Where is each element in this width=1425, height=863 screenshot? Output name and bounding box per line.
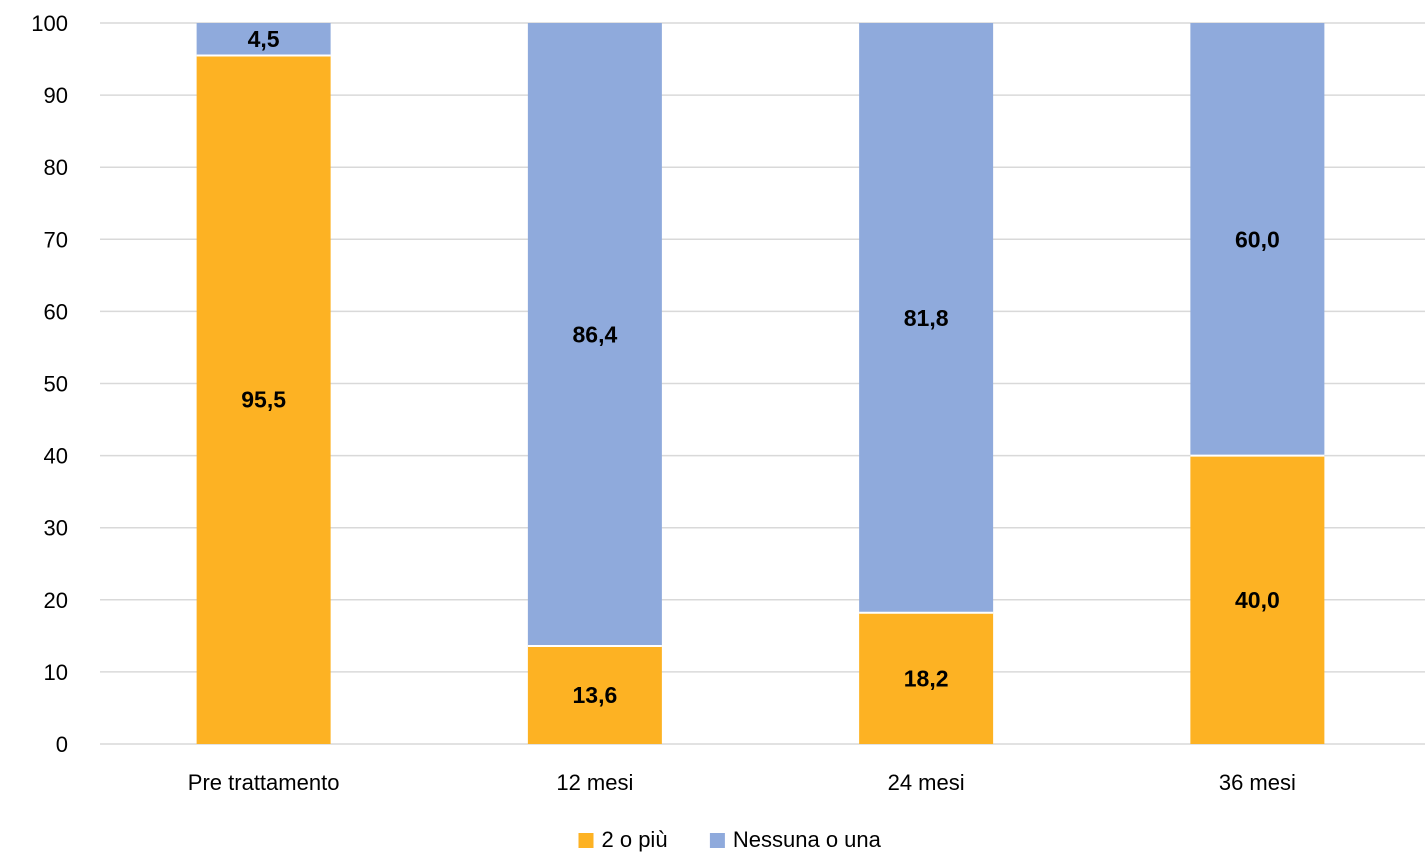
y-tick-label: 0 [56,732,68,757]
bar-segment[interactable] [1190,23,1325,456]
data-label: 4,5 [248,26,280,52]
data-label: 95,5 [241,387,286,413]
y-tick-label: 20 [44,588,68,613]
bar-segment[interactable] [196,23,331,56]
bar-segment[interactable] [859,612,994,744]
y-tick-label: 60 [44,299,68,324]
y-tick-label: 90 [44,83,68,108]
x-tick-label: 24 mesi [888,770,965,795]
y-tick-label: 80 [44,155,68,180]
y-tick-label: 40 [44,444,68,469]
data-label: 13,6 [572,682,617,708]
legend-label: Nessuna o una [733,827,882,852]
bar-segment[interactable] [527,645,662,744]
legend-swatch [578,833,594,848]
bar-segment[interactable] [859,23,994,613]
y-tick-label: 70 [44,227,68,252]
data-labels: 95,5 4,5 13,6 86,4 18,2 81,8 40,0 60,0 [241,26,1280,708]
data-label: 60,0 [1235,226,1280,252]
legend-swatch [709,833,725,848]
x-axis: Pre trattamento 12 mesi 24 mesi 36 mesi [188,770,1296,795]
bar-segment[interactable] [196,55,331,744]
y-tick-label: 30 [44,516,68,541]
legend[interactable]: 2 o più Nessuna o una [578,827,882,852]
legend-label: 2 o più [602,827,668,852]
data-label: 86,4 [572,321,617,347]
y-axis: 0 10 20 30 40 50 60 70 80 90 100 [31,11,68,757]
bar-segment[interactable] [527,23,662,646]
y-tick-label: 100 [31,11,68,36]
y-tick-label: 10 [44,660,68,685]
legend-item[interactable]: Nessuna o una [709,827,882,852]
data-label: 81,8 [904,305,949,331]
x-tick-label: 36 mesi [1219,770,1296,795]
data-label: 40,0 [1235,587,1280,613]
bars [196,23,1325,744]
legend-item[interactable]: 2 o più [578,827,668,852]
data-label: 18,2 [904,665,949,691]
y-tick-label: 50 [44,372,68,397]
x-tick-label: 12 mesi [556,770,633,795]
bar-segment[interactable] [1190,455,1325,744]
x-tick-label: Pre trattamento [188,770,340,795]
